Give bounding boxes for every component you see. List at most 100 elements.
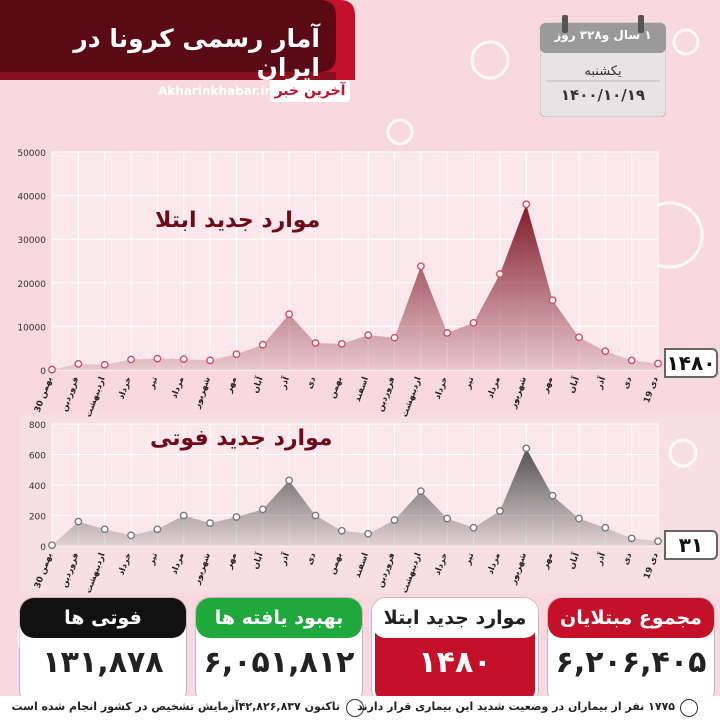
x-tick-label: مهر	[540, 376, 555, 396]
data-point	[285, 476, 294, 485]
data-point	[654, 359, 662, 368]
y-tick-label: 20000	[17, 280, 46, 290]
x-tick-label: شهریور	[508, 552, 529, 587]
y-tick-label: 40000	[17, 193, 46, 203]
data-point	[654, 537, 662, 546]
y-tick-label: 50000	[17, 149, 46, 159]
new-cases-card: موارد جدید ابتلا ۱۴۸۰	[372, 598, 538, 704]
x-tick-label: اردیبهشت	[400, 552, 424, 594]
data-point	[443, 329, 452, 337]
calendar-weekday: یکشنبه	[584, 64, 622, 79]
site-url[interactable]: Akharinkhabar.ir	[158, 84, 271, 98]
x-tick-label: آبان	[565, 374, 582, 395]
y-tick-label: 0	[40, 543, 46, 553]
data-point	[601, 523, 610, 532]
x-tick-label: مهر	[224, 552, 239, 572]
x-tick-label: بهمن	[328, 376, 345, 400]
x-tick-label: اسفند	[353, 376, 371, 404]
x-tick-label: دی	[305, 375, 319, 390]
data-point	[48, 541, 56, 550]
recovered-label: بهبود یافته ها	[196, 598, 362, 638]
y-tick-label: 400	[29, 482, 46, 492]
x-tick-label: مرداد	[170, 376, 187, 400]
x-tick-label: فروردین	[59, 552, 81, 589]
data-point	[416, 262, 425, 271]
x-tick-label: آبان	[249, 374, 266, 395]
data-point	[206, 519, 214, 528]
data-point	[74, 359, 83, 368]
data-point	[153, 354, 162, 363]
data-point	[575, 514, 583, 523]
deaths-card: فوتی ها ۱۳۱,۸۷۸	[20, 598, 186, 704]
data-point	[153, 525, 162, 534]
data-point	[627, 534, 636, 543]
x-tick-label: آبان	[565, 550, 582, 571]
cases-last-value: ۱۴۸۰	[664, 348, 718, 378]
data-point	[364, 331, 373, 340]
deaths-value: ۱۳۱,۸۷۸	[42, 645, 164, 680]
calendar-icon	[540, 15, 666, 117]
x-tick-label: اردیبهشت	[400, 376, 424, 419]
data-point	[100, 360, 109, 369]
data-point	[390, 333, 399, 342]
x-tick-label: 19 دی	[642, 551, 661, 580]
title-banner	[0, 0, 355, 80]
data-point	[179, 355, 188, 364]
x-tick-label: دی	[621, 551, 635, 566]
test-icon	[346, 699, 364, 717]
new-cases-value: ۱۴۸۰	[418, 645, 492, 680]
x-tick-label: تیر	[146, 376, 160, 392]
x-tick-label: فروردین	[376, 552, 398, 589]
x-tick-label: آذر	[592, 550, 608, 567]
y-tick-label: 10000	[17, 323, 46, 333]
data-point	[258, 505, 267, 514]
x-tick-label: آذر	[592, 374, 608, 391]
x-tick-label: 30 بهمن	[33, 552, 55, 590]
recovered-value: ۶,۰۵۱,۸۱۲	[203, 645, 355, 680]
calendar-date: ۱۴۰۰/۱۰/۱۹	[560, 86, 646, 104]
data-point	[601, 347, 610, 356]
x-tick-label: آبان	[249, 550, 266, 571]
data-point	[469, 319, 478, 327]
deaths-last-value: ۳۱	[664, 530, 718, 560]
y-tick-label: 0	[40, 367, 46, 377]
y-tick-label: 30000	[17, 236, 46, 246]
x-tick-label: تیر	[463, 376, 477, 392]
data-point	[548, 296, 557, 305]
new-cases-label: موارد جدید ابتلا	[372, 598, 538, 638]
data-point	[179, 511, 188, 520]
y-tick-label: 600	[29, 452, 46, 462]
x-tick-label: مرداد	[486, 552, 503, 576]
x-tick-label: مرداد	[486, 376, 503, 400]
data-point	[258, 340, 267, 349]
x-tick-label: آذر	[276, 550, 292, 567]
data-point	[627, 356, 636, 365]
series-area	[52, 204, 658, 370]
x-tick-label: بهمن	[328, 552, 345, 576]
data-point	[443, 514, 452, 523]
total-cases-card: مجموع مبتلایان ۶,۲۰۶,۴۰۵	[548, 598, 714, 704]
x-tick-label: شهریور	[192, 552, 213, 587]
x-tick-label: مرداد	[170, 552, 187, 576]
data-point	[496, 507, 504, 515]
data-point	[127, 531, 135, 540]
x-tick-label: شهریور	[192, 376, 213, 411]
data-point	[311, 511, 320, 520]
calendar-duration: ۱ سال و۳۲۸ روز	[554, 28, 652, 42]
data-point	[74, 517, 83, 526]
x-tick-label: شهریور	[508, 376, 529, 411]
page-title: آمار رسمی کرونا در ایران	[73, 24, 320, 82]
x-tick-label: خرداد	[117, 376, 134, 401]
data-point	[390, 516, 399, 524]
x-tick-label: مهر	[224, 376, 239, 396]
x-tick-label: دی	[621, 375, 635, 390]
y-tick-label: 200	[29, 513, 46, 523]
x-tick-label: آذر	[276, 374, 292, 391]
x-tick-label: خرداد	[433, 552, 450, 577]
x-tick-label: 30 بهمن	[33, 376, 55, 414]
x-tick-label: خرداد	[117, 552, 134, 577]
deaths-chart-title: موارد جدید فوتی	[150, 426, 333, 451]
data-point	[127, 355, 135, 364]
